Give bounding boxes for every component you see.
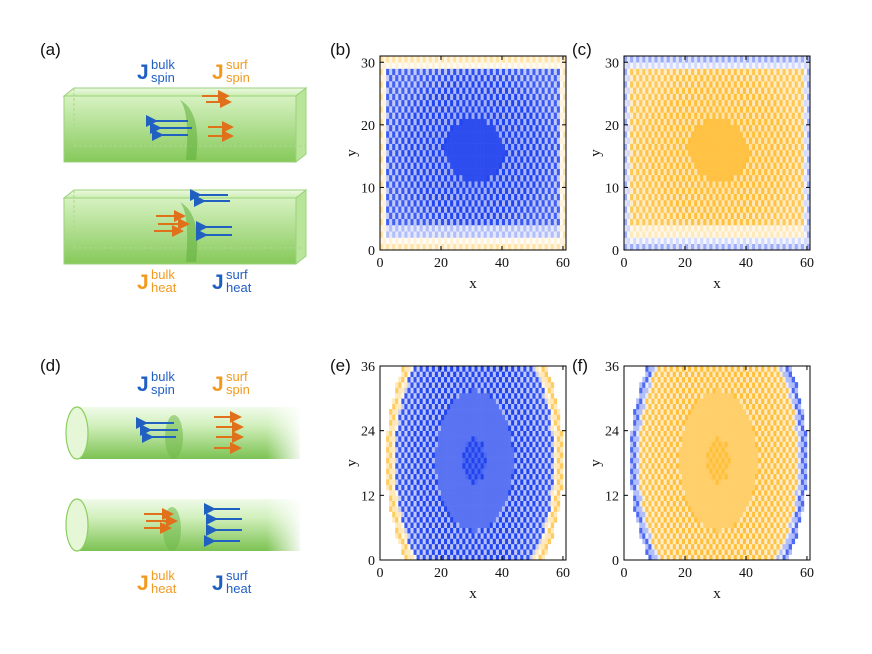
ytick-label-e-1: 12	[361, 489, 375, 504]
ytick-label-b-1: 10	[361, 181, 375, 196]
xtick-label-f-0: 0	[621, 566, 628, 581]
xlabel-f: x	[713, 586, 721, 602]
panel-label-e: (e)	[330, 356, 351, 375]
xlabel-c: x	[713, 276, 721, 292]
ytick-label-f-1: 12	[605, 489, 619, 504]
xtick-label-c-0: 0	[621, 256, 628, 271]
xtick-label-e-0: 0	[377, 566, 384, 581]
xtick-label-e-3: 60	[556, 566, 570, 581]
xtick-label-f-3: 60	[800, 566, 814, 581]
ytick-label-f-3: 36	[605, 360, 619, 375]
heatmap-f: 0 20 40 60 0 12 24 36 x y	[588, 360, 814, 602]
panel-label-c: (c)	[572, 40, 592, 59]
xtick-label-b-2: 40	[495, 256, 509, 271]
panel-label-a: (a)	[40, 40, 61, 59]
ytick-label-c-0: 0	[612, 244, 619, 259]
ytick-label-c-3: 30	[605, 56, 619, 71]
ytick-label-b-0: 0	[368, 244, 375, 259]
xtick-label-b-1: 20	[434, 256, 448, 271]
xtick-label-f-2: 40	[739, 566, 753, 581]
plot-frame-e	[379, 365, 567, 561]
ylabel-e: y	[344, 459, 360, 467]
heatmap-cells-e	[386, 366, 564, 561]
wire-d-top	[65, 406, 300, 460]
ytick-label-f-2: 24	[605, 425, 619, 440]
plot-frame-c	[623, 55, 811, 251]
ytick-label-f-0: 0	[612, 554, 619, 569]
panel-label-b: (b)	[330, 40, 351, 59]
xlabel-b: x	[469, 276, 477, 292]
heatmap-b: 0 20 40 60 0 10 20 30 x y	[344, 55, 570, 292]
xtick-label-e-2: 40	[495, 566, 509, 581]
xtick-label-e-1: 20	[434, 566, 448, 581]
heatmap-cells-c	[624, 56, 811, 251]
panel-label-f: (f)	[572, 356, 589, 375]
plot-frame-b	[379, 55, 567, 251]
xtick-label-f-1: 20	[678, 566, 692, 581]
ylabel-f: y	[588, 459, 604, 467]
heatmap-cells-f	[630, 366, 808, 561]
heatmap-e: 0 20 40 60 0 12 24 36 x y	[344, 360, 570, 602]
plot-frame-f	[623, 365, 811, 561]
xlabel-e: x	[469, 586, 477, 602]
heatmap-cells-b	[380, 56, 567, 251]
ytick-label-e-2: 24	[361, 425, 375, 440]
slab-a-bottom	[62, 188, 308, 266]
panel-label-d: (d)	[40, 356, 61, 375]
ylabel-c: y	[588, 149, 604, 157]
slab-a-top	[62, 86, 308, 164]
wire-d-bottom	[65, 498, 300, 552]
xtick-label-c-1: 20	[678, 256, 692, 271]
ytick-label-e-3: 36	[361, 360, 375, 375]
xtick-label-b-3: 60	[556, 256, 570, 271]
ylabel-b: y	[344, 149, 360, 157]
ytick-label-c-2: 20	[605, 119, 619, 134]
heatmap-c: 0 20 40 60 0 10 20 30 x y	[588, 55, 814, 292]
xtick-label-c-2: 40	[739, 256, 753, 271]
xtick-label-c-3: 60	[800, 256, 814, 271]
ytick-label-b-3: 30	[361, 56, 375, 71]
xtick-label-b-0: 0	[377, 256, 384, 271]
ytick-label-b-2: 20	[361, 119, 375, 134]
ytick-label-e-0: 0	[368, 554, 375, 569]
ytick-label-c-1: 10	[605, 181, 619, 196]
